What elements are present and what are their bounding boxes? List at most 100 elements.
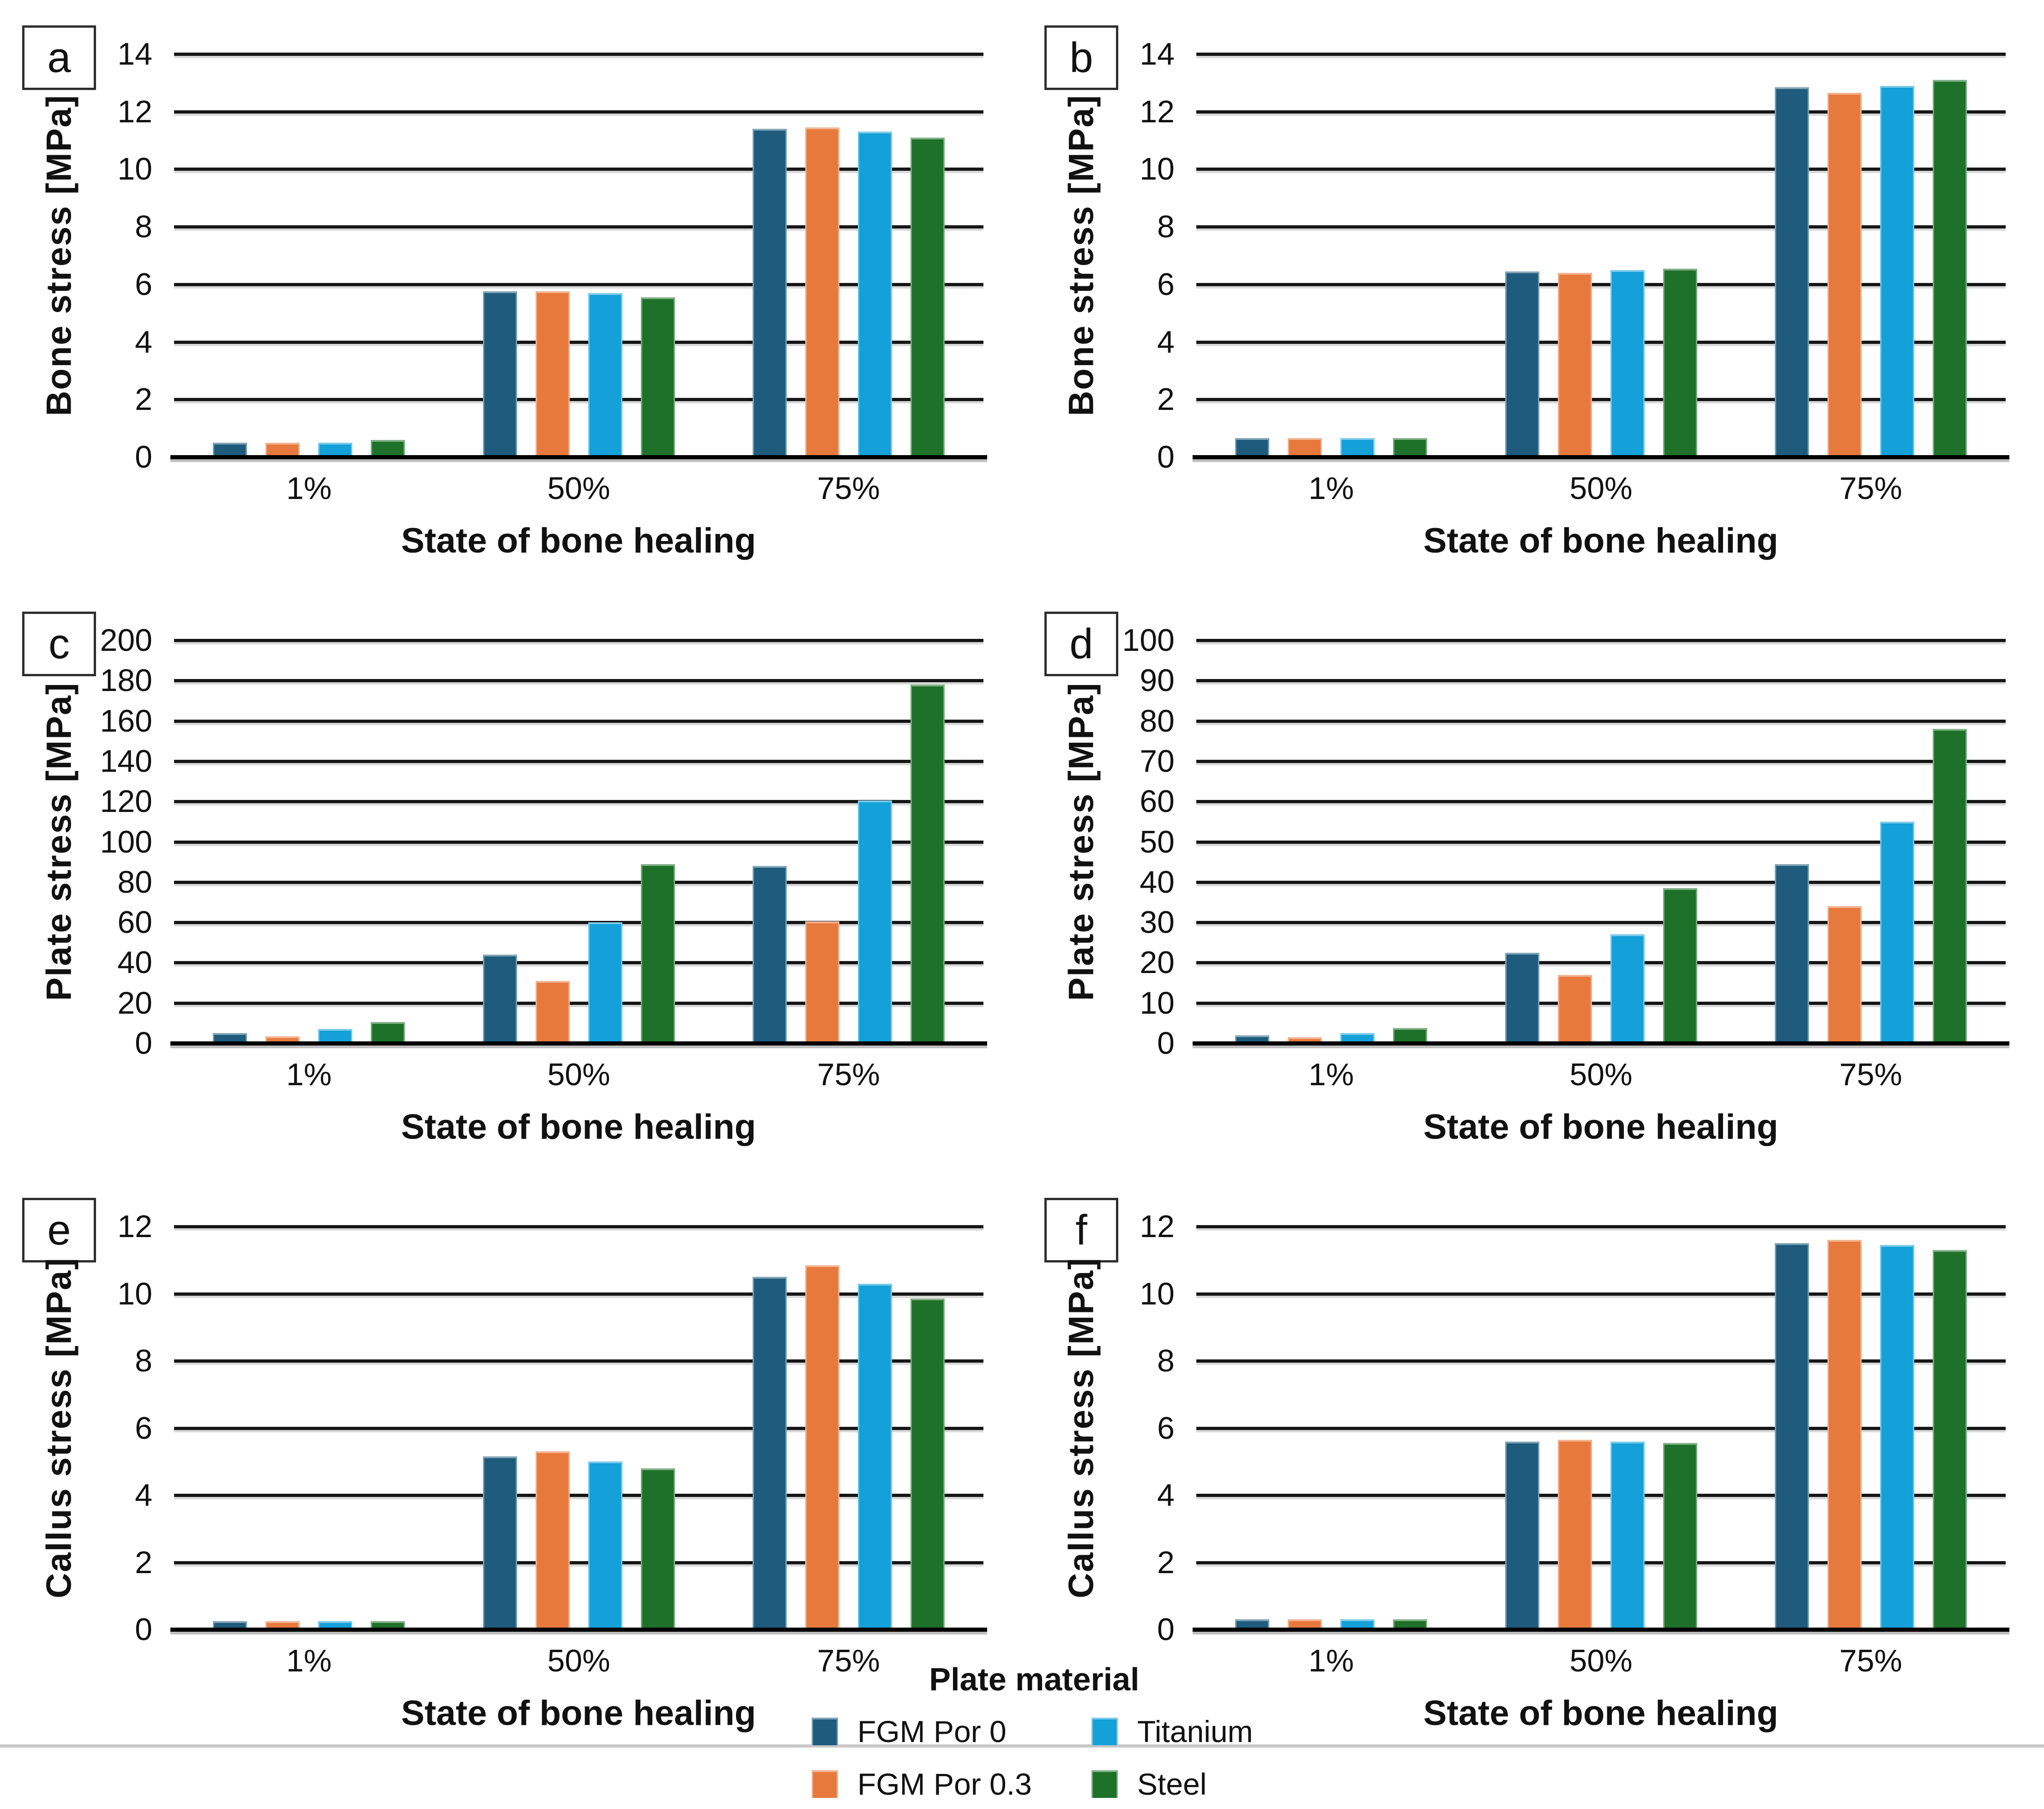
y-tick-label: 0 bbox=[135, 1026, 152, 1061]
bar-steel bbox=[1393, 438, 1428, 457]
y-tick-label: 0 bbox=[1157, 439, 1175, 475]
gridline bbox=[174, 1292, 983, 1296]
bar-titanium bbox=[1340, 1033, 1375, 1043]
plot-area bbox=[1193, 639, 2009, 1046]
y-tick-label: 2 bbox=[1157, 1545, 1175, 1580]
y-axis-title: Bone stress [MPa] bbox=[1061, 94, 1101, 416]
x-axis-line bbox=[1193, 455, 2009, 459]
bar-steel bbox=[1663, 268, 1697, 457]
legend-item: FGM Por 0 bbox=[812, 1714, 1007, 1749]
x-axis-title: State of bone healing bbox=[1423, 1694, 1779, 1733]
bar-fgm-por-0 bbox=[1505, 1441, 1539, 1629]
x-category-label: 50% bbox=[547, 1643, 610, 1678]
x-category-label: 75% bbox=[1839, 1057, 1902, 1092]
chart-panel: a Bone stress [MPa] State of bone healin… bbox=[0, 0, 1022, 586]
gridline bbox=[174, 1426, 983, 1430]
bar-titanium bbox=[1610, 270, 1645, 457]
x-category-label: 1% bbox=[1308, 1643, 1354, 1678]
y-tick-label: 6 bbox=[1157, 266, 1175, 302]
legend-swatch-titanium-icon bbox=[1091, 1718, 1118, 1745]
gridline bbox=[174, 340, 983, 344]
y-tick-label: 40 bbox=[1140, 864, 1175, 900]
bar-fgm-por-0-3 bbox=[1557, 974, 1592, 1043]
y-tick-label: 12 bbox=[1140, 1209, 1175, 1244]
bar-fgm-por-0-3 bbox=[1827, 1240, 1862, 1629]
gridline bbox=[174, 1561, 983, 1564]
bar-titanium bbox=[588, 1461, 622, 1629]
y-tick-label: 8 bbox=[135, 1343, 152, 1378]
y-tick-label: 10 bbox=[1140, 151, 1175, 187]
y-tick-label: 0 bbox=[135, 439, 152, 475]
panel-letter-box: b bbox=[1044, 25, 1118, 90]
gridline bbox=[1196, 1292, 2006, 1296]
y-axis-title: Bone stress [MPa] bbox=[39, 94, 79, 416]
y-tick-label: 8 bbox=[1157, 1343, 1175, 1378]
panel-letter-label: d bbox=[1069, 620, 1093, 667]
bar-fgm-por-0-3 bbox=[535, 1451, 570, 1629]
x-category-label: 1% bbox=[1308, 471, 1354, 506]
bar-fgm-por-0-3 bbox=[265, 442, 300, 457]
bar-titanium bbox=[1340, 1619, 1375, 1629]
panel-letter-label: f bbox=[1075, 1207, 1087, 1254]
bar-steel bbox=[1393, 1028, 1428, 1043]
gridline bbox=[1196, 168, 2006, 171]
gridline bbox=[1196, 225, 2006, 229]
bar-fgm-por-0-3 bbox=[1827, 93, 1862, 457]
bar-fgm-por-0 bbox=[1235, 438, 1270, 457]
x-category-label: 50% bbox=[547, 1057, 610, 1092]
y-tick-label: 12 bbox=[117, 94, 152, 129]
y-tick-label: 2 bbox=[1157, 382, 1175, 417]
gridline bbox=[174, 639, 983, 642]
gridline bbox=[1196, 282, 2006, 286]
bar-titanium bbox=[1610, 934, 1645, 1043]
y-tick-label: 120 bbox=[100, 784, 152, 819]
panel-letter-label: c bbox=[48, 620, 70, 667]
y-tick-label: 10 bbox=[1140, 1276, 1175, 1311]
y-tick-label: 12 bbox=[117, 1209, 152, 1244]
bar-steel bbox=[371, 439, 405, 457]
y-tick-label: 10 bbox=[117, 1276, 152, 1311]
y-tick-label: 60 bbox=[117, 905, 152, 940]
bar-steel bbox=[1663, 888, 1697, 1043]
y-tick-label: 70 bbox=[1140, 743, 1175, 779]
plot-area bbox=[1193, 53, 2009, 459]
plot-area bbox=[1193, 1225, 2009, 1632]
chart-panel: d Plate stress [MPa] State of bone heali… bbox=[1022, 586, 2044, 1172]
bar-fgm-por-0 bbox=[482, 291, 517, 457]
y-tick-label: 6 bbox=[135, 266, 152, 302]
x-axis-line bbox=[1193, 1041, 2009, 1046]
y-tick-label: 100 bbox=[100, 824, 152, 859]
gridline bbox=[1196, 719, 2006, 723]
y-tick-label: 10 bbox=[117, 151, 152, 187]
y-tick-label: 50 bbox=[1140, 824, 1175, 859]
y-tick-label: 4 bbox=[1157, 324, 1175, 360]
bar-fgm-por-0-3 bbox=[805, 921, 839, 1043]
x-category-label: 50% bbox=[547, 471, 610, 506]
legend-swatch-fgm-por-0-icon bbox=[812, 1718, 838, 1745]
y-tick-label: 140 bbox=[100, 743, 152, 779]
legend-item: FGM Por 0.3 bbox=[812, 1767, 1032, 1801]
gridline bbox=[174, 961, 983, 965]
bar-fgm-por-0-3 bbox=[805, 127, 839, 457]
bar-fgm-por-0 bbox=[1774, 1243, 1809, 1629]
y-tick-label: 20 bbox=[117, 985, 152, 1021]
separator-line bbox=[0, 1744, 2044, 1748]
bar-fgm-por-0-3 bbox=[535, 980, 570, 1043]
bar-fgm-por-0 bbox=[1774, 864, 1809, 1043]
y-tick-label: 80 bbox=[1140, 703, 1175, 739]
legend-item: Steel bbox=[1091, 1767, 1206, 1801]
bar-fgm-por-0 bbox=[1235, 1035, 1270, 1043]
x-category-label: 75% bbox=[817, 1057, 880, 1092]
bar-fgm-por-0 bbox=[482, 954, 517, 1043]
gridline bbox=[174, 759, 983, 763]
gridline bbox=[1196, 921, 2006, 925]
gridline bbox=[174, 282, 983, 286]
bar-titanium bbox=[318, 442, 353, 457]
bar-titanium bbox=[318, 1029, 353, 1043]
gridline bbox=[1196, 1426, 2006, 1430]
panel-letter-label: b bbox=[1069, 34, 1093, 81]
gridline bbox=[174, 1359, 983, 1363]
chart-panel: b Bone stress [MPa] State of bone healin… bbox=[1022, 0, 2044, 586]
panel-letter-label: e bbox=[47, 1207, 71, 1254]
y-tick-label: 14 bbox=[117, 36, 152, 72]
